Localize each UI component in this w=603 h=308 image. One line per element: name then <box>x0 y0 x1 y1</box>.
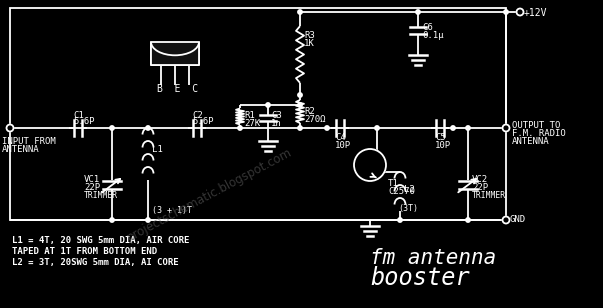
Circle shape <box>504 126 508 130</box>
Text: C2: C2 <box>192 111 203 120</box>
Circle shape <box>398 218 402 222</box>
Text: booster: booster <box>370 266 470 290</box>
Text: C1: C1 <box>73 111 84 120</box>
Text: projectschematic.blogspot.com: projectschematic.blogspot.com <box>125 146 295 244</box>
Circle shape <box>298 103 302 107</box>
Circle shape <box>266 103 270 107</box>
Text: C4: C4 <box>335 133 346 143</box>
Text: L2: L2 <box>404 185 415 194</box>
Text: 5.6P: 5.6P <box>192 117 213 127</box>
Text: (3T): (3T) <box>398 204 418 213</box>
Bar <box>10 8 506 220</box>
Circle shape <box>298 126 302 130</box>
Text: T1: T1 <box>388 179 399 188</box>
Text: 0.1μ: 0.1μ <box>422 30 443 39</box>
Text: 10P: 10P <box>435 140 451 149</box>
Circle shape <box>325 126 329 130</box>
Text: OUTPUT TO: OUTPUT TO <box>512 120 560 129</box>
Text: ANTENNA: ANTENNA <box>512 136 549 145</box>
Circle shape <box>110 218 114 222</box>
Bar <box>151 42 199 65</box>
Text: 5.6P: 5.6P <box>73 117 95 127</box>
Text: R1: R1 <box>244 111 254 120</box>
Circle shape <box>298 10 302 14</box>
Text: TRIMMER: TRIMMER <box>84 192 118 201</box>
Text: R2: R2 <box>304 107 315 116</box>
Text: VC2: VC2 <box>472 176 488 184</box>
Text: ANTENNA: ANTENNA <box>2 145 40 155</box>
Text: VC1: VC1 <box>84 176 100 184</box>
Text: C6: C6 <box>422 23 433 33</box>
Text: 22P: 22P <box>472 184 488 192</box>
Circle shape <box>146 126 150 130</box>
Text: 270Ω: 270Ω <box>304 116 326 124</box>
Text: GND: GND <box>510 216 526 225</box>
Text: L1 = 4T, 20 SWG 5mm DIA, AIR CORE: L1 = 4T, 20 SWG 5mm DIA, AIR CORE <box>12 236 189 245</box>
Circle shape <box>238 126 242 130</box>
Text: TAPED AT 1T FROM BOTTOM END: TAPED AT 1T FROM BOTTOM END <box>12 246 157 256</box>
Text: INPUT FROM: INPUT FROM <box>2 137 55 147</box>
Circle shape <box>375 126 379 130</box>
Text: 27K: 27K <box>244 120 260 128</box>
Text: 22P: 22P <box>84 184 100 192</box>
Circle shape <box>298 93 302 97</box>
Text: C5: C5 <box>435 133 446 143</box>
Circle shape <box>146 218 150 222</box>
Circle shape <box>502 217 510 224</box>
Text: F.M. RADIO: F.M. RADIO <box>512 128 566 137</box>
Circle shape <box>354 149 386 181</box>
Text: C3: C3 <box>271 111 282 120</box>
Circle shape <box>466 126 470 130</box>
Text: fm antenna: fm antenna <box>370 248 496 268</box>
Text: 1K: 1K <box>304 38 315 47</box>
Text: (3 + 1)T: (3 + 1)T <box>152 205 192 214</box>
Text: R3: R3 <box>304 30 315 39</box>
Text: 1n: 1n <box>271 119 282 128</box>
Circle shape <box>504 10 508 14</box>
Text: 10P: 10P <box>335 140 351 149</box>
Text: B  E  C: B E C <box>157 84 198 94</box>
Circle shape <box>517 9 523 15</box>
Circle shape <box>416 10 420 14</box>
Text: TRIMMER: TRIMMER <box>472 192 506 201</box>
Text: L2 = 3T, 20SWG 5mm DIA, AI CORE: L2 = 3T, 20SWG 5mm DIA, AI CORE <box>12 257 178 266</box>
Circle shape <box>451 126 455 130</box>
Text: C2570: C2570 <box>388 187 415 196</box>
Circle shape <box>110 126 114 130</box>
Circle shape <box>7 124 13 132</box>
Text: C2570: C2570 <box>160 49 194 59</box>
Circle shape <box>466 218 470 222</box>
Text: +12V: +12V <box>524 8 548 18</box>
Circle shape <box>502 124 510 132</box>
Text: L1: L1 <box>152 145 163 155</box>
